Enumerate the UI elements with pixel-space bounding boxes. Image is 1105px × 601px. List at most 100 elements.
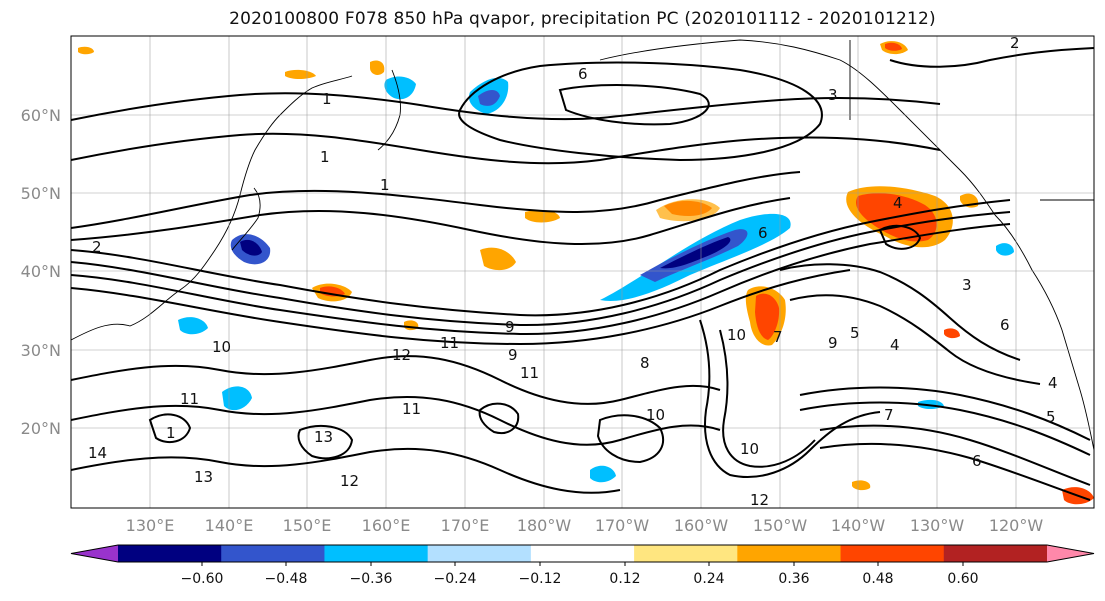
contour-label: 9	[505, 318, 515, 336]
lon-label: 140°W	[831, 516, 886, 535]
colorbar-tick-label: 0.12	[609, 571, 640, 587]
contour-line	[71, 92, 941, 121]
negative-anomaly-sea-japan	[178, 317, 208, 335]
colorbar-tick-label: −0.12	[519, 571, 562, 587]
colorbar-tick-label: −0.36	[350, 571, 393, 587]
lat-label-40n: 40°N	[21, 262, 61, 281]
positive-anomaly-midlat	[480, 247, 516, 271]
negative-anomaly-okhotsk	[384, 76, 416, 100]
contour-line	[71, 211, 1011, 327]
lon-label: 170°W	[595, 516, 650, 535]
positive-anomaly-tropic	[852, 480, 871, 491]
contour-line	[71, 197, 791, 246]
lat-label-60n: 60°N	[21, 106, 61, 125]
contour-label: 6	[758, 224, 768, 242]
contour-labels: 1 1 1 3 2 4 6 6 7 9 10 11 12 11 13 12 13…	[88, 34, 1058, 509]
positive-anomaly-north	[285, 69, 316, 79]
colorbar-tick-label: 0.48	[862, 571, 893, 587]
contour-label: 2	[92, 238, 102, 256]
contour-label: 5	[850, 324, 860, 342]
contour-line	[819, 442, 1091, 501]
figure-title: 2020100800 F078 850 hPa qvapor, precipit…	[229, 9, 936, 29]
contour-line	[71, 171, 801, 229]
colorbar-outline	[70, 544, 1095, 563]
contour-line	[799, 386, 1091, 441]
negative-anomaly-kamchatka-core	[478, 90, 500, 106]
contour-label: 8	[640, 354, 650, 372]
contour-line	[71, 199, 1011, 317]
contour-label: 10	[212, 338, 231, 356]
contour-label: 7	[884, 406, 894, 424]
contour-line	[71, 269, 851, 346]
contour-line	[889, 47, 1094, 68]
contour-label: 2	[1010, 34, 1020, 52]
contour-label: 10	[740, 440, 759, 458]
contour-label: 3	[828, 86, 838, 104]
contour-label: 11	[440, 334, 459, 352]
positive-anomaly-top	[78, 46, 94, 55]
contour-line	[699, 319, 881, 479]
contour-line	[596, 414, 665, 464]
contour-label: 12	[340, 472, 359, 490]
contour-label: 7	[773, 328, 783, 346]
contour-label: 1	[320, 148, 330, 166]
lon-label: 130°W	[910, 516, 965, 535]
contour-line	[719, 329, 816, 468]
contour-line	[478, 402, 520, 434]
gridlines	[71, 36, 1094, 508]
negative-anomaly-se	[590, 465, 616, 483]
contour-line	[71, 395, 721, 446]
negative-anomaly-jet-dark	[660, 237, 731, 269]
contour-line	[789, 294, 1041, 385]
contour-line	[878, 224, 922, 250]
lon-label: 120°W	[989, 516, 1044, 535]
contour-label: 1	[322, 90, 332, 108]
colorbar-segment	[943, 545, 1048, 562]
contour-label: 11	[180, 390, 199, 408]
contour-label: 4	[893, 194, 903, 212]
positive-anomaly-midlat2	[525, 210, 560, 223]
lon-label: 160°W	[674, 516, 729, 535]
contour-label: 6	[578, 65, 588, 83]
contour-line	[71, 223, 1011, 336]
contour-line	[458, 61, 823, 162]
contour-label: 13	[314, 428, 333, 446]
latitude-labels: 60°N 50°N 40°N 30°N 20°N	[21, 106, 61, 438]
contour-label: 11	[520, 364, 539, 382]
lon-label: 170°E	[441, 516, 490, 535]
contour-label: 10	[727, 326, 746, 344]
contour-label: 12	[392, 346, 411, 364]
contour-line	[148, 413, 192, 444]
lat-label-50n: 50°N	[21, 184, 61, 203]
negative-anomaly-east	[996, 243, 1014, 256]
contour-label: 4	[890, 336, 900, 354]
lat-label-30n: 30°N	[21, 341, 61, 360]
contour-line	[71, 355, 721, 405]
positive-anomaly-northeast-core	[885, 42, 902, 51]
colorbar-tick-label: −0.24	[434, 571, 477, 587]
lon-label: 150°E	[283, 516, 332, 535]
positive-anomaly-central-core	[755, 293, 780, 340]
colorbar-segment	[530, 545, 635, 562]
lon-label: 150°W	[753, 516, 808, 535]
contour-label: 10	[646, 406, 665, 424]
contour-line	[779, 263, 1021, 361]
contour-line	[819, 424, 1091, 486]
positive-anomaly-east-sub	[944, 328, 960, 339]
shaded-field	[78, 41, 1094, 505]
colorbar-segment	[737, 545, 842, 562]
contour-label: 12	[750, 491, 769, 509]
colorbar-tick-label: 0.60	[947, 571, 978, 587]
colorbar-segment	[324, 545, 429, 562]
contour-line	[558, 84, 710, 126]
contour-line	[799, 401, 1091, 456]
contour-label: 1	[166, 424, 176, 442]
contour-label: 9	[508, 346, 518, 364]
contour-line	[297, 424, 354, 460]
contour-line	[71, 132, 941, 165]
coastlines	[71, 39, 1094, 451]
colorbar-segment	[118, 545, 222, 562]
positive-anomaly-sub	[370, 60, 385, 75]
lon-label: 160°E	[362, 516, 411, 535]
contour-label: 5	[1046, 408, 1056, 426]
